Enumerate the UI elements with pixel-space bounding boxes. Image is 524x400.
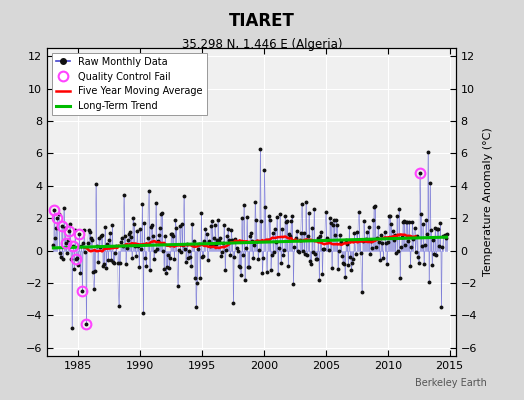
Legend: Raw Monthly Data, Quality Control Fail, Five Year Moving Average, Long-Term Tren: Raw Monthly Data, Quality Control Fail, … [52, 53, 206, 115]
Text: Berkeley Earth: Berkeley Earth [416, 378, 487, 388]
Text: TIARET: TIARET [229, 12, 295, 30]
Text: 35.298 N, 1.446 E (Algeria): 35.298 N, 1.446 E (Algeria) [182, 38, 342, 51]
Y-axis label: Temperature Anomaly (°C): Temperature Anomaly (°C) [483, 128, 493, 276]
